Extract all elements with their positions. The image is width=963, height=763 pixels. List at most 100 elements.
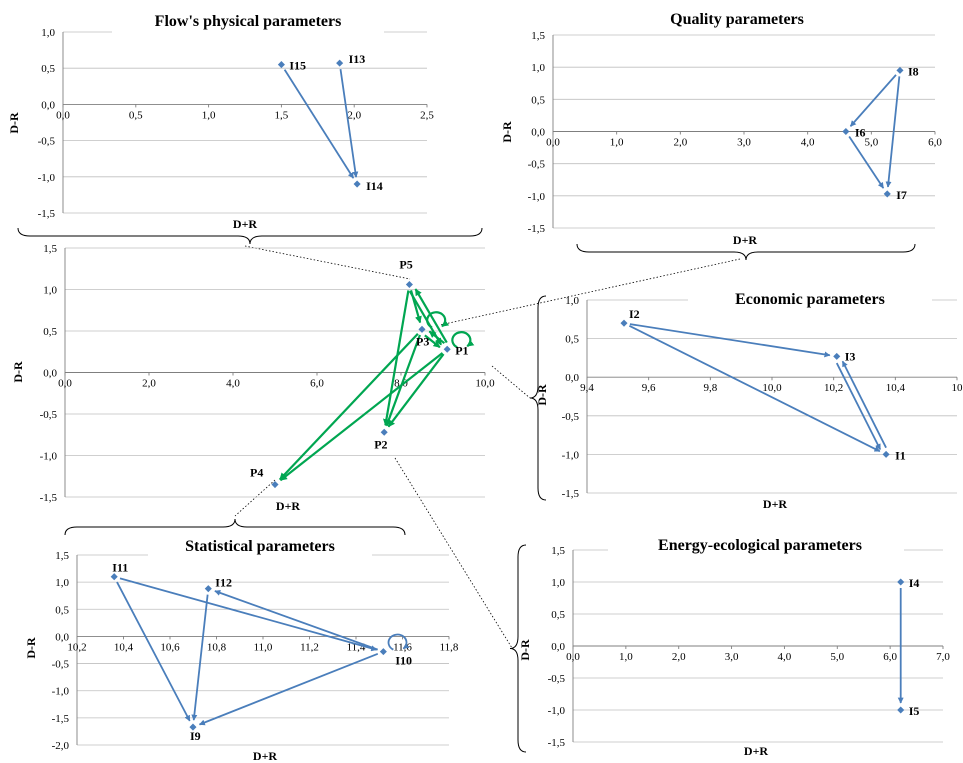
point-I15	[277, 61, 285, 69]
chart-title: Statistical parameters	[185, 538, 335, 555]
x-tick-label: 6,0	[928, 137, 942, 149]
point-label-I2: I2	[629, 307, 640, 321]
arrow-I6-I7	[848, 136, 885, 189]
y-tick-label: 0,0	[41, 99, 55, 111]
arrow-P1-P5	[414, 288, 448, 344]
charts-layer: 1,51,00,50,0-0,5-1,0-1,50,02,04,06,08,01…	[7, 8, 963, 763]
y-tick-label: -1,5	[562, 488, 580, 500]
y-tick-label: -0,5	[562, 411, 580, 423]
y-axis-label: D-R	[11, 361, 25, 383]
point-label-I11: I11	[112, 561, 128, 575]
x-tick-label: 9,8	[703, 382, 717, 394]
y-tick-label: -1,5	[548, 737, 566, 749]
chart-title: Quality parameters	[670, 11, 804, 28]
y-tick-label: -1,0	[562, 449, 580, 461]
arrow-I8-I6	[849, 74, 897, 127]
y-tick-label: -0,5	[528, 159, 546, 171]
point-P5	[405, 280, 413, 289]
title-backdrop	[688, 288, 932, 312]
y-axis-label: D-R	[7, 112, 21, 134]
point-I13	[336, 59, 344, 67]
arrow-P1-P4	[279, 352, 444, 482]
x-axis-label: D+R	[276, 499, 301, 513]
title-backdrop	[148, 535, 372, 559]
y-tick-label: 0,5	[551, 609, 565, 621]
x-tick-label: 2,0	[347, 109, 361, 121]
connectors-layer	[17, 227, 916, 753]
y-tick-label: 0,5	[41, 63, 55, 75]
x-tick-label: 0,0	[56, 109, 70, 121]
arrow-I12-I9	[191, 594, 209, 721]
point-P1	[443, 345, 451, 353]
y-tick-label: -0,5	[52, 659, 70, 671]
title-backdrop	[650, 8, 824, 32]
point-label-I12: I12	[215, 576, 232, 590]
arrow-P1-P2	[387, 353, 445, 428]
y-tick-label: -1,0	[52, 686, 70, 698]
x-tick-label: 10,4	[114, 641, 134, 653]
x-tick-label: 9,4	[580, 382, 594, 394]
y-tick-label: -0,5	[548, 673, 566, 685]
point-label-I9: I9	[190, 729, 201, 743]
point-I2	[620, 319, 628, 327]
arrow-I10-I12	[214, 590, 379, 651]
arrow-P3-P1	[424, 334, 441, 349]
x-tick-label: 0,0	[546, 137, 560, 149]
arrow-I1-I3	[841, 360, 887, 449]
x-tick-label: 4,0	[778, 651, 792, 663]
arrow-I3-I1	[835, 362, 882, 451]
title-backdrop	[608, 533, 904, 557]
y-tick-label: 0,0	[531, 127, 545, 139]
chart-quality: 1,51,00,50,0-0,5-1,0-1,50,0 1,0 2,0 3,0 4,0 5…	[500, 8, 942, 247]
point-I11	[110, 573, 118, 581]
brace-energy	[509, 544, 527, 753]
connector-flow	[244, 245, 411, 280]
x-tick-label: 10,4	[886, 382, 906, 394]
x-tick-label: 10,0	[762, 382, 782, 394]
x-tick-label: 2,0	[142, 378, 156, 390]
y-tick-label: 1,0	[531, 62, 545, 74]
point-I12	[204, 585, 212, 593]
x-axis-label: D+R	[744, 744, 769, 758]
x-tick-label: 10,0	[475, 378, 495, 390]
x-tick-label: 11,2	[300, 641, 319, 653]
x-tick-label: 10,8	[207, 641, 227, 653]
arrow-P1-P3	[428, 330, 446, 345]
y-axis-label: D-R	[24, 637, 38, 659]
y-tick-label: 1,0	[41, 27, 55, 39]
y-tick-label: -1,0	[528, 191, 546, 203]
y-tick-label: 0,5	[55, 604, 69, 616]
x-tick-label: 11,6	[393, 641, 412, 653]
x-tick-label: 0,0	[58, 378, 72, 390]
point-label-I5: I5	[909, 704, 920, 718]
y-tick-label: 1,0	[55, 577, 69, 589]
x-tick-label: 3,0	[725, 651, 739, 663]
x-tick-label: 0,5	[129, 109, 143, 121]
x-tick-label: 10,6	[160, 641, 180, 653]
arrow-I10-I9	[198, 653, 379, 726]
arrow-P3-P2	[385, 334, 421, 427]
chart-title: Flow's physical parameters	[155, 13, 342, 30]
x-tick-label: 0,0	[566, 651, 580, 663]
point-P3	[418, 325, 426, 333]
x-tick-label: 6,0	[310, 378, 324, 390]
y-tick-label: -1,0	[38, 172, 56, 184]
x-tick-label: 10	[952, 382, 963, 394]
y-tick-label: -0,5	[38, 136, 56, 148]
y-tick-label: 0,0	[55, 631, 69, 643]
y-tick-label: 0,5	[43, 326, 57, 338]
chart-title: Energy-ecological parameters	[658, 537, 862, 554]
y-tick-label: 1,0	[43, 285, 57, 297]
point-I4	[897, 578, 905, 586]
x-axis-label: D+R	[233, 217, 258, 231]
chart-energy: 1,51,00,50,0-0,5-1,0-1,50,0 1,0 2,0 3,0 4,0 5…	[518, 533, 950, 758]
y-tick-label: -1,5	[38, 208, 56, 220]
x-tick-label: 11,8	[440, 641, 459, 653]
arrow-I2-I1	[628, 325, 881, 453]
y-tick-label: 0,0	[43, 368, 57, 380]
brace-statistical	[64, 518, 406, 536]
arrow-I8-I7	[885, 76, 901, 188]
arrow-P5-P2	[382, 290, 410, 427]
x-tick-label: 5,0	[830, 651, 844, 663]
point-label-I7: I7	[896, 188, 907, 202]
